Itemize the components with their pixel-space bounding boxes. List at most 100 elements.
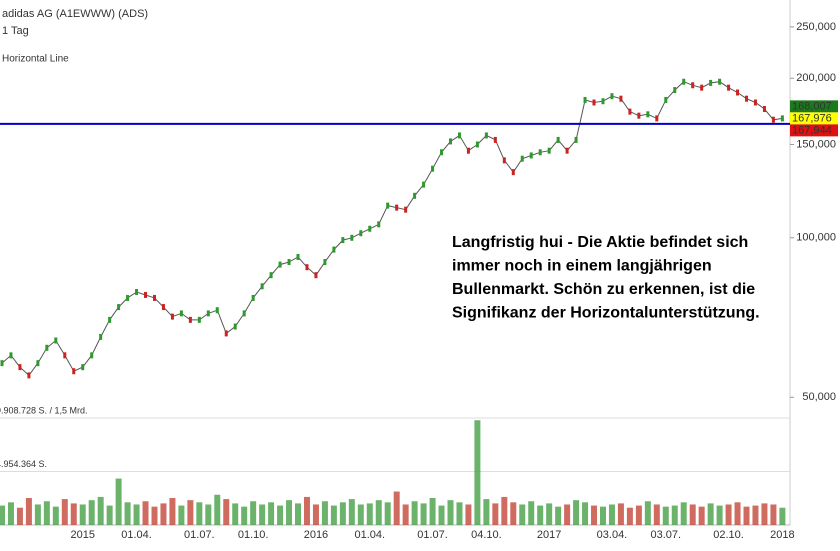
x-tick-label: 01.07. <box>417 529 448 541</box>
price-candle <box>269 272 273 279</box>
annotation: Langfristig hui - Die Aktie befindet sic… <box>452 234 748 251</box>
x-tick-label: 03.07. <box>650 529 681 541</box>
volume-bar <box>465 504 472 525</box>
price-candle <box>628 108 632 115</box>
volume-bar <box>662 506 669 525</box>
x-tick-label: 01.10. <box>238 529 269 541</box>
price-candle <box>395 204 399 211</box>
price-candle <box>314 272 318 279</box>
price-candle <box>431 165 435 172</box>
x-tick-label: 01.07. <box>184 529 215 541</box>
price-candle <box>206 310 210 317</box>
volume-bar <box>474 420 481 525</box>
price-candle <box>753 99 757 106</box>
volume-bar <box>546 503 553 525</box>
price-label: 168,007 <box>792 100 832 112</box>
x-tick-label: 2016 <box>304 529 328 541</box>
volume-bar <box>52 506 59 525</box>
volume-bar <box>384 502 391 525</box>
volume-bar <box>178 505 185 525</box>
volume-bar <box>510 502 517 525</box>
volume-bar <box>689 504 696 525</box>
volume-bar <box>653 504 660 525</box>
price-candle <box>484 132 488 139</box>
x-tick-label: 01.04. <box>354 529 385 541</box>
volume-bar <box>402 504 409 525</box>
price-candle <box>475 141 479 148</box>
price-candle <box>718 78 722 85</box>
volume-bar <box>223 499 230 525</box>
x-tick-label: 01.04. <box>121 529 152 541</box>
price-candle <box>135 289 139 296</box>
volume-bar <box>734 502 741 525</box>
volume-bar <box>259 504 266 525</box>
price-candle <box>655 115 659 122</box>
price-candle <box>188 316 192 323</box>
volume-bar <box>330 505 337 525</box>
price-candle <box>529 152 533 159</box>
volume-bar <box>564 504 571 525</box>
volume-bar <box>644 501 651 525</box>
volume-bar <box>591 505 598 525</box>
volume-bar <box>169 498 176 525</box>
price-candle <box>664 96 668 103</box>
price-candle <box>673 87 677 94</box>
price-candle <box>745 95 749 102</box>
price-candle <box>592 99 596 106</box>
price-candle <box>242 310 246 317</box>
price-candle <box>108 316 112 323</box>
price-candle <box>233 323 237 330</box>
volume-bar <box>635 505 642 525</box>
price-candle <box>117 304 121 311</box>
price-candle <box>377 221 381 228</box>
price-candle <box>161 304 165 311</box>
price-candle <box>538 149 542 156</box>
volume-bar <box>61 499 68 525</box>
volume-bar <box>142 501 149 525</box>
price-candle <box>493 136 497 143</box>
price-candle <box>251 294 255 301</box>
annotation: Bullenmarkt. Schön zu erkennen, ist die <box>452 281 755 298</box>
volume-bar <box>608 504 615 525</box>
price-candle <box>368 225 372 232</box>
volume-bar <box>97 496 104 525</box>
volume-bar <box>348 499 355 525</box>
price-candle <box>170 313 174 320</box>
price-candle <box>736 89 740 96</box>
volume-bar <box>268 502 275 525</box>
price-label-box <box>790 124 838 137</box>
volume-bar <box>357 504 364 525</box>
volume-bar <box>779 507 786 525</box>
volume-bar <box>277 505 284 525</box>
price-candle <box>440 149 444 156</box>
volume-bar <box>519 504 526 525</box>
y-tick-label: 100,000 <box>796 232 836 244</box>
volume-bar <box>456 502 463 525</box>
price-candle <box>547 147 551 154</box>
price-line <box>1 81 783 377</box>
volume-bar <box>7 502 14 525</box>
price-candle <box>619 95 623 102</box>
chart-subtitle: 1 Tag <box>2 25 29 37</box>
volume-bar <box>151 506 158 525</box>
y-tick-label: 250,000 <box>796 21 836 33</box>
price-candle <box>556 136 560 143</box>
price-candle <box>99 333 103 340</box>
volume-bar <box>43 501 50 525</box>
volume-bar <box>205 504 212 525</box>
price-candle <box>637 112 641 119</box>
price-candle <box>341 237 345 244</box>
price-candle <box>72 368 76 375</box>
volume-bar <box>303 496 310 525</box>
volume-bar <box>429 498 436 525</box>
volume-bar <box>716 505 723 525</box>
volume-bar <box>626 507 633 525</box>
price-label-box <box>790 112 838 125</box>
price-candle <box>386 202 390 209</box>
price-candle <box>601 98 605 105</box>
volume-bar <box>671 505 678 525</box>
volume-bar <box>106 505 113 525</box>
y-tick-label: 50,000 <box>802 391 836 403</box>
price-candle <box>771 116 775 123</box>
